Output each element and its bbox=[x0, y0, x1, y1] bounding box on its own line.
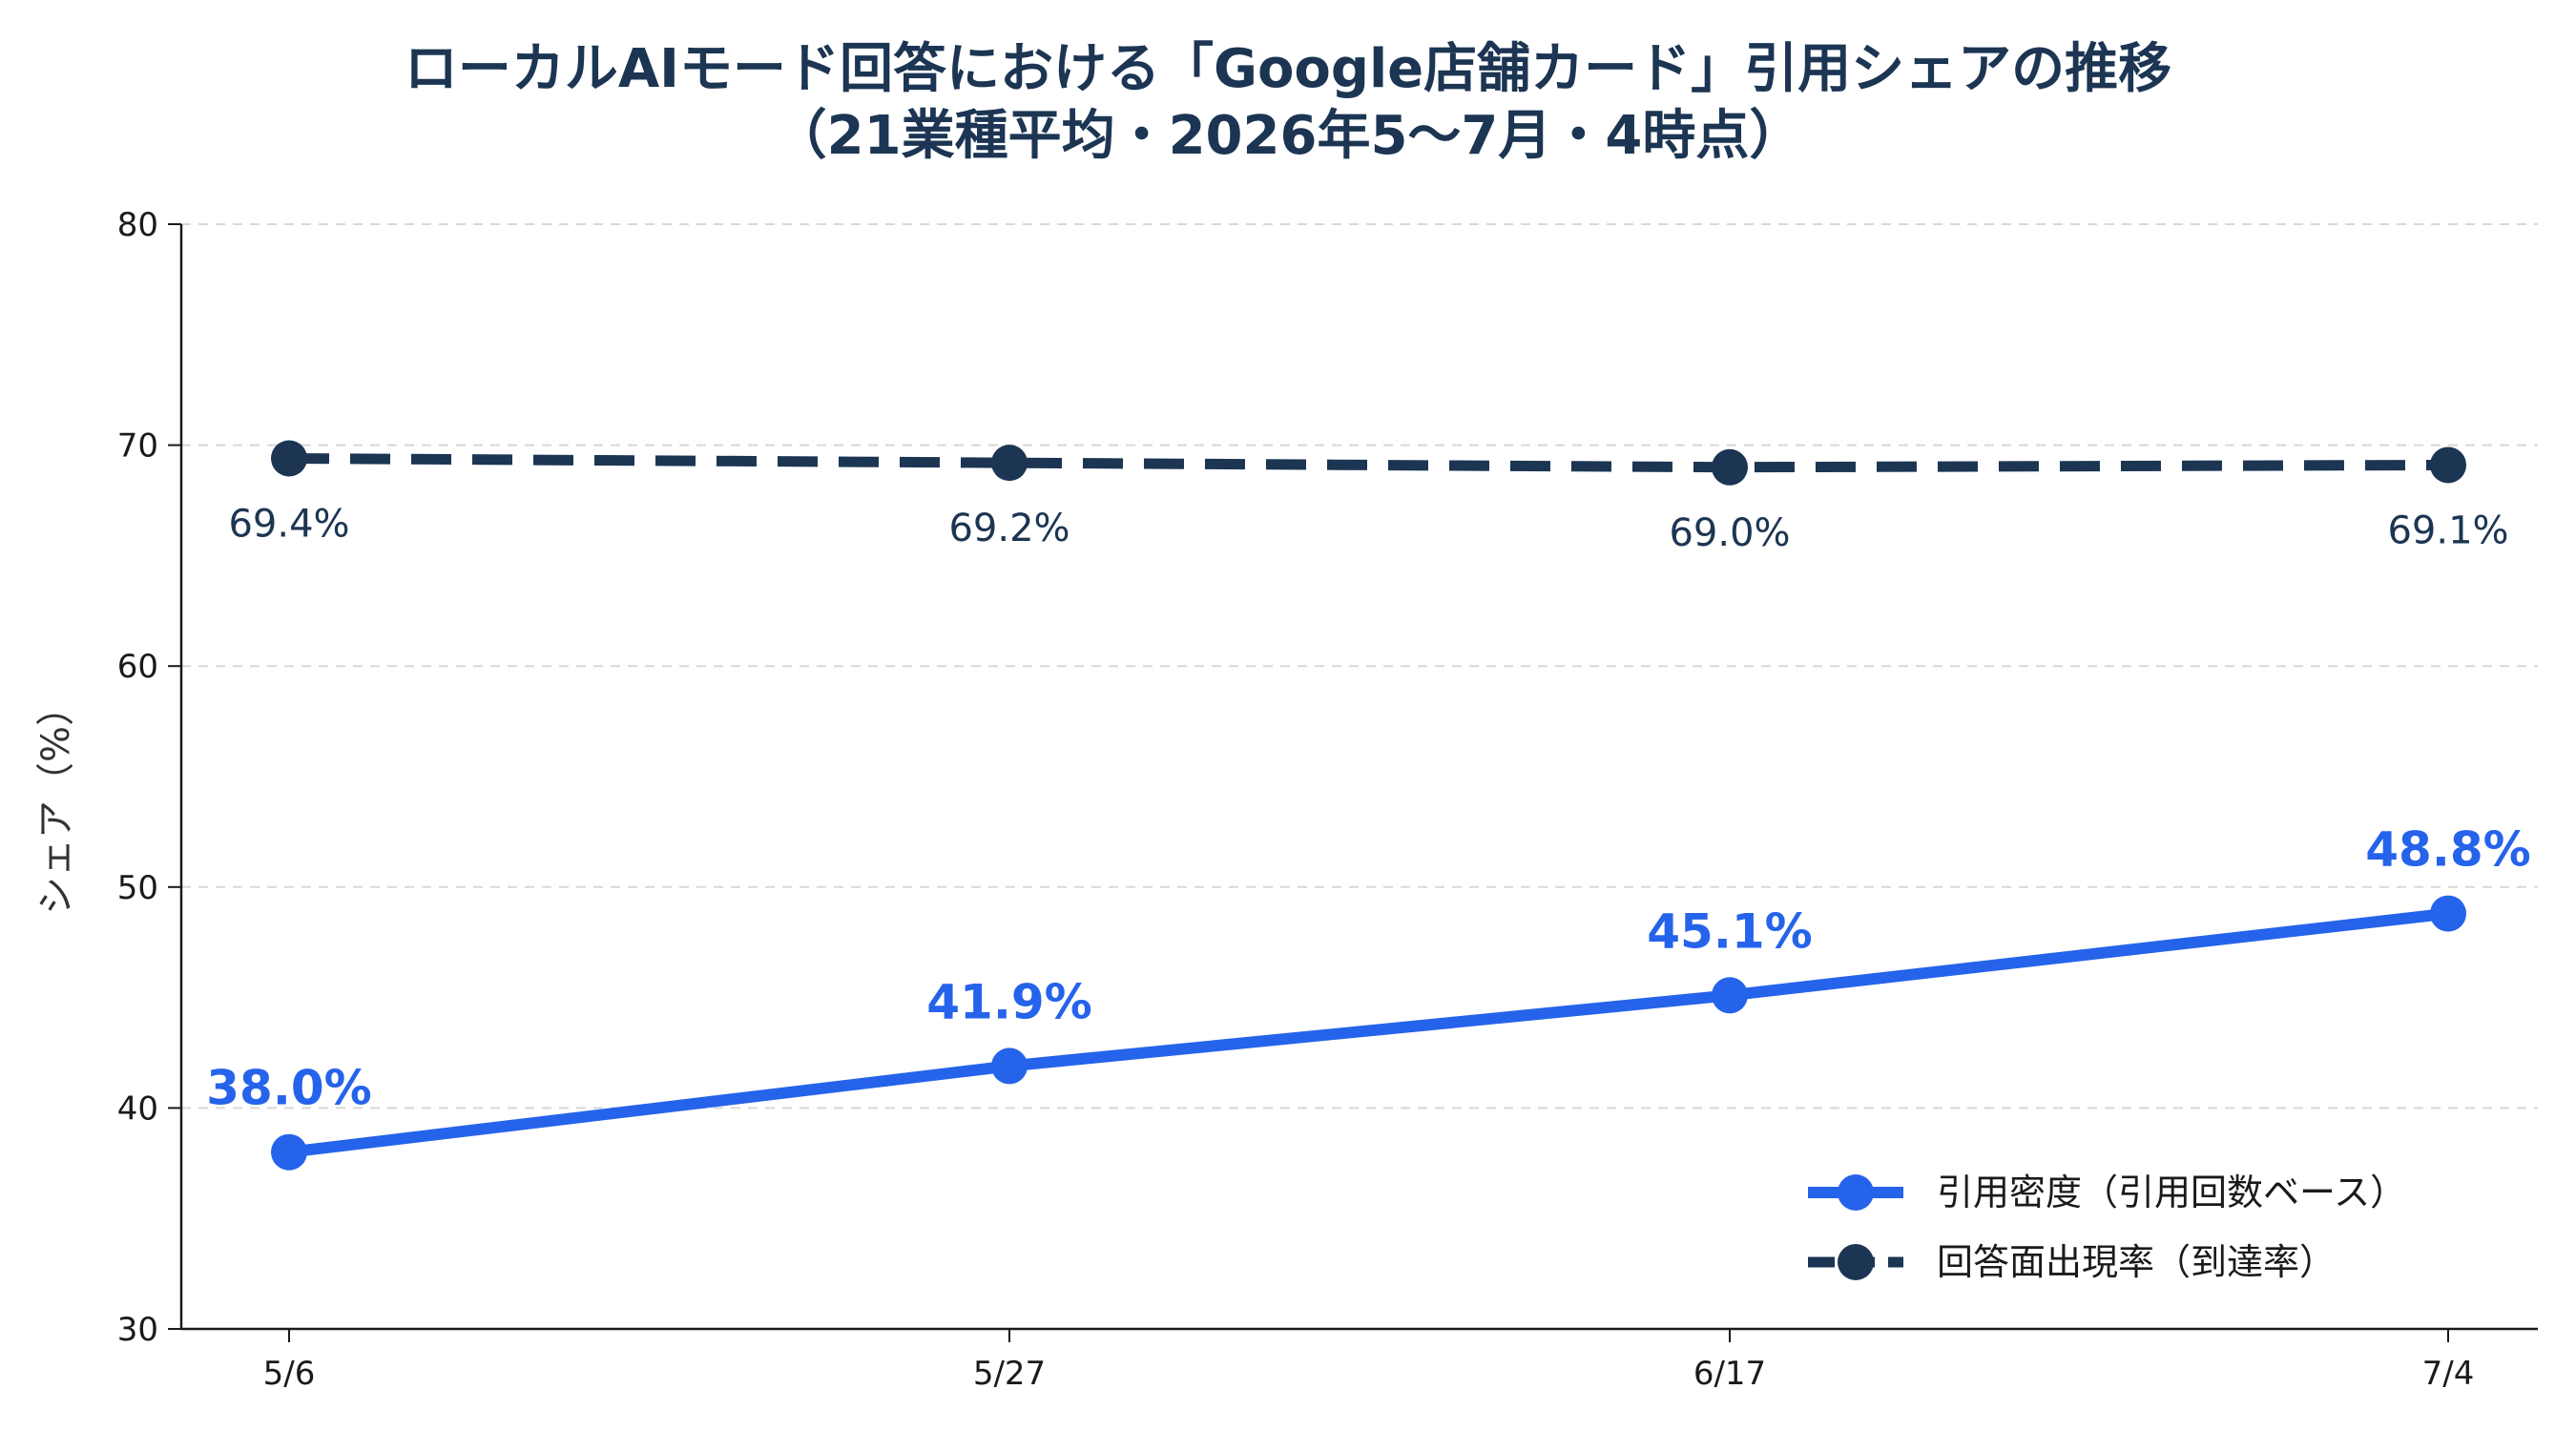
y-tick-label: 50 bbox=[117, 869, 158, 907]
data-label: 69.2% bbox=[948, 507, 1070, 550]
grid-lines bbox=[181, 223, 2538, 1110]
x-tick-label: 7/4 bbox=[2422, 1355, 2475, 1393]
legend-marker-1 bbox=[1838, 1174, 1874, 1211]
y-tick-label: 30 bbox=[117, 1311, 158, 1349]
data-point bbox=[2430, 895, 2466, 932]
y-axis-ticks: 30 40 50 60 70 80 bbox=[117, 206, 181, 1349]
y-axis-label: シェア（%） bbox=[34, 688, 78, 915]
data-labels: 38.0% 41.9% 45.1% 48.8% 69.4% 69.2% 69.0% 69.1% bbox=[206, 502, 2530, 1115]
legend: 引用密度（引用回数ベース） 回答面出現率（到達率） bbox=[1808, 1172, 2406, 1283]
series-group bbox=[271, 440, 2466, 1171]
y-tick-label: 70 bbox=[117, 427, 158, 466]
data-point bbox=[991, 1047, 1028, 1085]
chart-title-line-1: ローカルAIモード回答における「Google店舗カード」引用シェアの推移 bbox=[404, 38, 2172, 100]
data-label: 45.1% bbox=[1647, 903, 1812, 959]
axes bbox=[179, 224, 2538, 1331]
chart-title: ローカルAIモード回答における「Google店舗カード」引用シェアの推移 （21… bbox=[0, 36, 2576, 170]
legend-label-2: 回答面出現率（到達率） bbox=[1937, 1241, 2336, 1283]
y-tick-label: 80 bbox=[117, 206, 158, 244]
data-label: 38.0% bbox=[206, 1061, 371, 1116]
x-tick-label: 5/27 bbox=[973, 1355, 1046, 1393]
x-tick-label: 5/6 bbox=[263, 1355, 316, 1393]
data-point bbox=[991, 445, 1028, 482]
legend-label-1: 引用密度（引用回数ベース） bbox=[1937, 1172, 2406, 1213]
data-label: 48.8% bbox=[2365, 822, 2530, 878]
y-tick-label: 40 bbox=[117, 1089, 158, 1128]
series-line-2 bbox=[288, 452, 2449, 473]
data-label: 69.0% bbox=[1669, 511, 1790, 555]
x-axis-ticks: 5/6 5/27 6/17 7/4 bbox=[263, 1329, 2475, 1393]
y-tick-label: 60 bbox=[117, 648, 158, 686]
data-point bbox=[1712, 448, 1748, 486]
chart-title-line-2: （21業種平均・2026年5〜7月・4時点） bbox=[773, 105, 1803, 167]
data-point bbox=[1712, 977, 1748, 1014]
data-label: 69.4% bbox=[228, 502, 349, 546]
data-point bbox=[271, 1133, 307, 1171]
series-line-1 bbox=[288, 907, 2449, 1158]
data-point bbox=[2430, 446, 2466, 484]
data-point bbox=[271, 440, 307, 477]
x-tick-label: 6/17 bbox=[1693, 1355, 1766, 1393]
data-label: 41.9% bbox=[926, 974, 1091, 1029]
data-label: 69.1% bbox=[2387, 508, 2508, 552]
legend-marker-2 bbox=[1838, 1244, 1874, 1280]
